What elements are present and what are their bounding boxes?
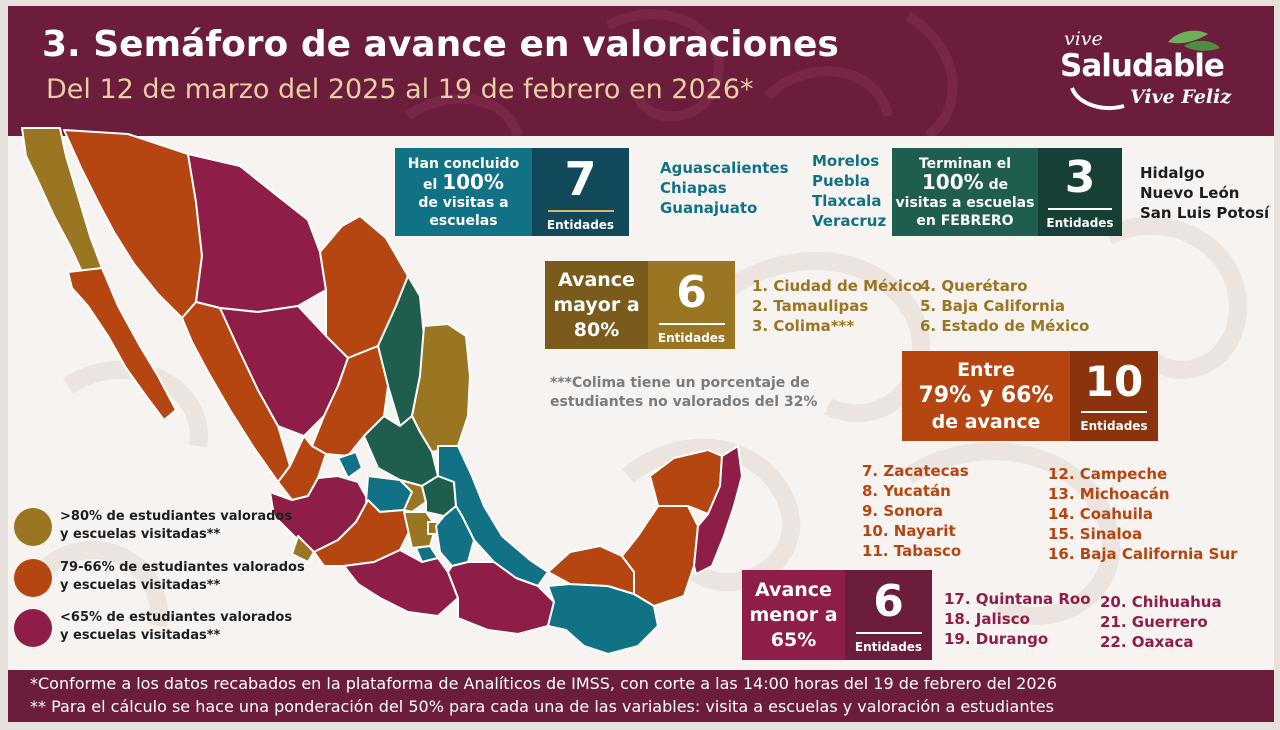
list-item: 5. Baja California [920, 297, 1065, 315]
card-concluded-number: 7 [564, 152, 597, 206]
state-campeche [621, 505, 699, 607]
card-february-number: 3 [1064, 152, 1096, 203]
card-over-80-label: Avance mayor a 80% [545, 261, 648, 349]
list-item: Veracruz [812, 212, 887, 230]
list-item: 8. Yucatán [862, 482, 951, 500]
footer-note-1: *Conforme a los datos recabados en la pl… [30, 674, 1057, 693]
list-item: 11. Tabasco [862, 542, 962, 560]
page-title: 3. Semáforo de avance en valoraciones [42, 24, 839, 65]
card-concluded: Han concluido el 100% de visitas a escue… [395, 148, 629, 236]
list-over-80-col1: 1. Ciudad de México 2. Tamaulipas 3. Col… [752, 276, 922, 336]
logo-line-1: vive [1064, 28, 1103, 50]
card-over-80-count: 6 Entidades [648, 261, 735, 349]
list-item: 18. Jalisco [944, 610, 1030, 628]
card-between-label: Entre 79% y 66% de avance [902, 351, 1070, 441]
card-under-65-label: Avance menor a 65% [742, 570, 845, 660]
list-item: 2. Tamaulipas [752, 297, 869, 315]
list-item: 1. Ciudad de México [752, 277, 923, 295]
card-february-label: Terminan el 100% de visitas a escuelas e… [892, 148, 1038, 236]
card-concluded-count: 7 Entidades [532, 148, 629, 236]
list-item: Nuevo León [1140, 184, 1240, 202]
list-over-80-col2: 4. Querétaro 5. Baja California 6. Estad… [920, 276, 1089, 336]
list-concluded-states: Aguascalientes Chiapas Guanajuato [660, 158, 789, 218]
list-item: Puebla [812, 172, 870, 190]
list-item: Guanajuato [660, 199, 758, 217]
list-item: 4. Querétaro [920, 277, 1028, 295]
list-concluded-more-states: Morelos Puebla Tlaxcala Veracruz [812, 151, 886, 231]
card-february: Terminan el 100% de visitas a escuelas e… [892, 148, 1122, 236]
list-item: Chiapas [660, 179, 727, 197]
list-february-states: Hidalgo Nuevo León San Luis Potosí [1140, 163, 1269, 223]
state-aguascalientes [337, 451, 363, 479]
card-february-count: 3 Entidades [1038, 148, 1122, 236]
list-item: 3. Colima*** [752, 317, 855, 335]
list-item: 10. Nayarit [862, 522, 956, 540]
list-item: 17. Quintana Roo [944, 590, 1091, 608]
state-colima [291, 535, 315, 563]
header-pattern [405, 9, 958, 136]
card-under-65: Avance menor a 65% 6 Entidades [742, 570, 932, 660]
list-item: 9. Sonora [862, 502, 943, 520]
card-between-count: 10 Entidades [1070, 351, 1158, 441]
card-under-65-unit: Entidades [854, 640, 923, 654]
header-banner: 3. Semáforo de avance en valoraciones De… [8, 6, 1274, 136]
card-february-pct: 100% [921, 169, 984, 194]
logo-line-3: Vive Feliz [1130, 86, 1232, 108]
legend-swatch [14, 508, 52, 546]
state-chihuahua [187, 153, 327, 313]
legend-over-80: >80% de estudiantes valorados y escuelas… [14, 504, 314, 548]
card-between: Entre 79% y 66% de avance 10 Entidades [902, 351, 1158, 441]
legend-swatch [14, 609, 52, 647]
list-item: San Luis Potosí [1140, 204, 1270, 222]
card-under-65-number: 6 [873, 576, 904, 627]
legend-between: 79-66% de estudiantes valorados y escuel… [14, 555, 314, 599]
card-over-80-unit: Entidades [657, 331, 726, 345]
state-quintana-roo [693, 445, 743, 575]
slide: 3. Semáforo de avance en valoraciones De… [8, 6, 1274, 722]
list-between-col1: 7. Zacatecas 8. Yucatán 9. Sonora 10. Na… [862, 461, 969, 561]
list-under-65-col1: 17. Quintana Roo 18. Jalisco 19. Durango [944, 589, 1091, 649]
card-under-65-count: 6 Entidades [845, 570, 932, 660]
colima-note: ***Colima tiene un porcentaje de estudia… [550, 375, 818, 410]
card-concluded-label: Han concluido el 100% de visitas a escue… [395, 148, 532, 236]
logo-vive-saludable: vive Saludable Vive Feliz [1058, 28, 1244, 114]
list-item: Aguascalientes [660, 159, 789, 177]
list-under-65-col2: 20. Chihuahua 21. Guerrero 22. Oaxaca [1100, 592, 1222, 652]
list-item: 7. Zacatecas [862, 462, 969, 480]
footer-note-2: ** Para el cálculo se hace una ponderaci… [30, 697, 1054, 716]
list-between-col2: 12. Campeche 13. Michoacán 14. Coahuila … [1048, 464, 1238, 564]
card-over-80: Avance mayor a 80% 6 Entidades [545, 261, 735, 349]
list-item: Morelos [812, 152, 880, 170]
leaf-icon [1070, 30, 1220, 110]
list-item: Tlaxcala [812, 192, 882, 210]
page-subtitle: Del 12 de marzo del 2025 al 19 de febrer… [46, 74, 754, 105]
list-item: 19. Durango [944, 630, 1049, 648]
state-baja-california-sur [67, 267, 177, 421]
footer-notes: *Conforme a los datos recabados en la pl… [8, 670, 1274, 722]
list-item: 13. Michoacán [1048, 485, 1170, 503]
list-item: 22. Oaxaca [1100, 633, 1194, 651]
list-item: 12. Campeche [1048, 465, 1168, 483]
card-concluded-unit: Entidades [546, 218, 615, 232]
card-concluded-pct: 100% [442, 169, 504, 194]
card-february-unit: Entidades [1046, 216, 1114, 230]
logo-line-2: Saludable [1060, 48, 1225, 84]
card-between-number: 10 [1084, 357, 1144, 406]
legend-under-65: <65% de estudiantes valorados y escuelas… [14, 605, 314, 649]
legend-swatch [14, 559, 52, 597]
list-item: 14. Coahuila [1048, 505, 1153, 523]
list-item: 6. Estado de México [920, 317, 1090, 335]
list-item: 15. Sinaloa [1048, 525, 1143, 543]
list-item: 16. Baja California Sur [1048, 545, 1238, 563]
list-item: 21. Guerrero [1100, 613, 1208, 631]
mexico-map [21, 127, 743, 655]
card-between-unit: Entidades [1080, 419, 1148, 433]
card-over-80-number: 6 [676, 267, 707, 318]
list-item: 20. Chihuahua [1100, 593, 1222, 611]
list-item: Hidalgo [1140, 164, 1205, 182]
